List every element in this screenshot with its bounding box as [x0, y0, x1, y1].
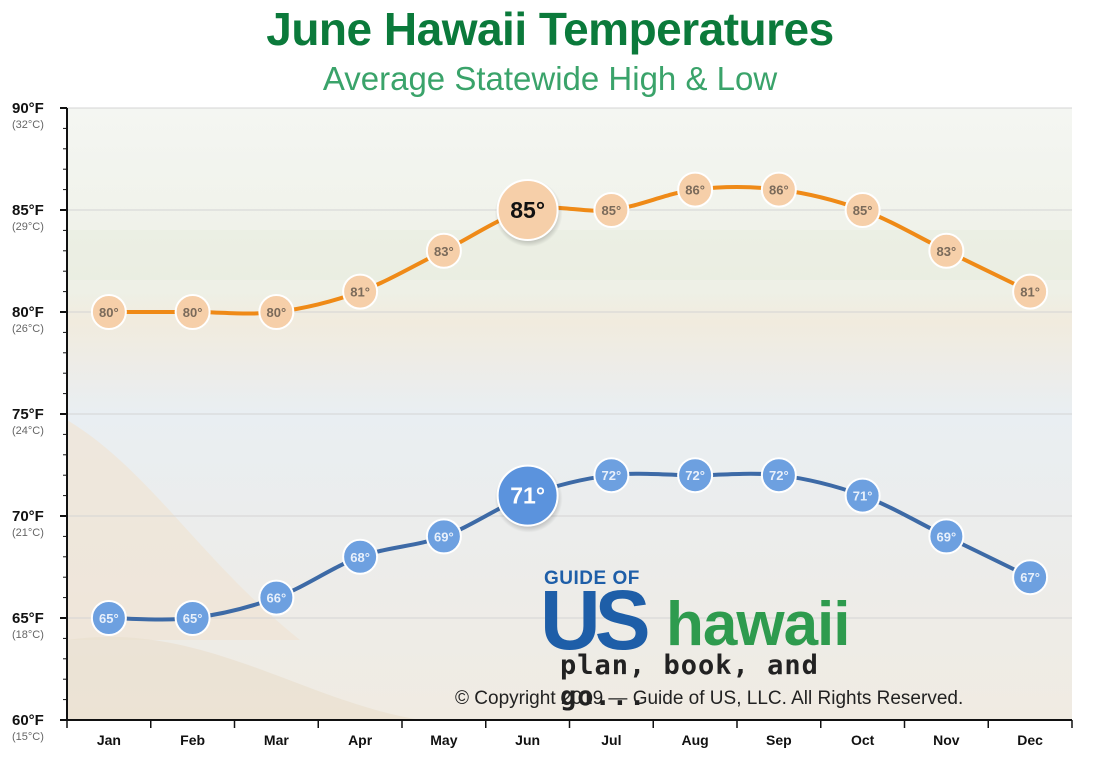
high-marker [174, 294, 211, 330]
low-data-label: 71° [853, 489, 873, 504]
y-tick-label: 75°F [12, 406, 44, 423]
high-data-label: 80° [267, 305, 287, 320]
x-tick-label: Jun [515, 732, 540, 748]
low-data-label: 65° [183, 611, 203, 626]
y-tick-sublabel: (29°C) [12, 221, 44, 233]
low-data-label: 71° [510, 483, 545, 509]
x-tick-label: Apr [348, 732, 373, 748]
high-marker [760, 171, 797, 208]
y-tick-label: 80°F [12, 304, 44, 321]
y-tick-sublabel: (21°C) [12, 527, 44, 539]
high-data-label: 81° [1020, 285, 1040, 300]
x-tick-label: Mar [264, 732, 289, 748]
low-marker [258, 579, 295, 616]
x-tick-label: Oct [851, 732, 875, 748]
copyright-notice: © Copyright 2019 — Guide of US, LLC. All… [455, 688, 964, 709]
y-tick-label: 60°F [12, 712, 44, 729]
y-tick-sublabel: (32°C) [12, 119, 44, 131]
high-marker [844, 192, 881, 228]
x-tick-label: Jul [601, 732, 621, 748]
y-tick-label: 85°F [12, 202, 44, 219]
low-marker [593, 457, 630, 494]
low-marker [496, 464, 559, 527]
series-markers: 80° 80° 80° 81° 83° 85° 85° 86° 86° 85° 83° 81° 65° 6… [90, 171, 1049, 636]
high-marker [425, 232, 462, 269]
low-data-label: 69° [937, 529, 957, 544]
logo-us-text: US [540, 573, 651, 667]
low-marker [90, 600, 127, 636]
x-tick-label: Sep [766, 732, 792, 748]
x-tick-label: Aug [682, 732, 709, 748]
high-marker [677, 171, 714, 208]
y-tick-sublabel: (24°C) [12, 425, 44, 437]
high-data-label: 85° [602, 203, 622, 218]
low-marker [844, 477, 881, 514]
high-data-label: 80° [99, 305, 119, 320]
high-data-label: 85° [510, 197, 545, 223]
low-data-label: 72° [602, 468, 622, 483]
y-tick-sublabel: (18°C) [12, 629, 44, 641]
low-marker [928, 518, 965, 555]
x-tick-label: Feb [180, 732, 205, 748]
high-data-label: 86° [685, 183, 705, 198]
low-data-label: 66° [267, 591, 287, 606]
x-tick-label: Jan [97, 732, 121, 748]
high-marker [90, 294, 127, 330]
high-marker [342, 273, 379, 310]
high-data-label: 80° [183, 305, 203, 320]
low-data-label: 67° [1020, 570, 1040, 585]
low-data-label: 65° [99, 611, 119, 626]
low-marker [174, 600, 211, 636]
high-data-label: 86° [769, 183, 789, 198]
high-data-label: 85° [853, 203, 873, 218]
guide-of-us-logo: GUIDE OF US hawaii plan, book, and go... [540, 568, 920, 712]
high-marker [1012, 273, 1049, 310]
y-tick-sublabel: (15°C) [12, 731, 44, 743]
high-marker [593, 192, 630, 228]
low-marker [425, 518, 462, 555]
y-tick-label: 65°F [12, 610, 44, 627]
low-marker [1012, 559, 1049, 596]
y-tick-label: 70°F [12, 508, 44, 525]
y-tick-sublabel: (26°C) [12, 323, 44, 335]
y-axis-ticks: 90°F (32°C) 85°F (29°C) 80°F (26°C) 75°F (24°C)… [12, 100, 44, 743]
high-data-label: 83° [937, 244, 957, 259]
logo-tagline: plan, book, and go... [560, 650, 819, 712]
low-marker [677, 457, 714, 494]
low-marker [760, 457, 797, 494]
low-data-label: 68° [350, 550, 370, 565]
x-tick-label: Dec [1017, 732, 1043, 748]
x-tick-label: Nov [933, 732, 960, 748]
y-tick-label: 90°F [12, 100, 44, 117]
logo-guide-text: GUIDE OF [544, 568, 640, 589]
high-marker [258, 294, 295, 330]
logo-hawaii-text: hawaii [666, 590, 851, 659]
high-data-label: 83° [434, 244, 454, 259]
x-axis-ticks: Jan Feb Mar Apr May Jun Jul Aug Sep Oct Nov Dec [97, 732, 1043, 748]
high-marker [928, 232, 965, 269]
low-data-label: 69° [434, 529, 454, 544]
high-data-label: 81° [350, 285, 370, 300]
low-data-label: 72° [769, 468, 789, 483]
chart-title: June Hawaii Temperatures [266, 3, 834, 55]
high-marker [496, 179, 559, 241]
chart-subtitle: Average Statewide High & Low [322, 60, 778, 97]
x-tick-label: May [430, 732, 457, 748]
low-data-label: 72° [685, 468, 705, 483]
low-marker [342, 538, 379, 575]
axes [60, 107, 1073, 728]
